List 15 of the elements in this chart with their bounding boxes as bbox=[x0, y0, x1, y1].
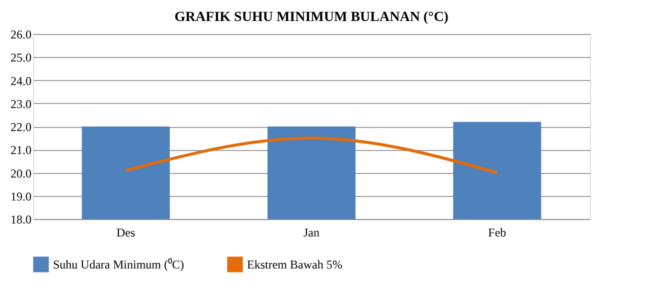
y-tick-label: 24.0 bbox=[10, 74, 32, 88]
y-tick-label: 21.0 bbox=[10, 143, 32, 158]
y-tick-label: 20.0 bbox=[10, 166, 32, 180]
y-tick-label: 23.0 bbox=[10, 96, 32, 111]
y-tick-label: 22.0 bbox=[10, 120, 32, 134]
x-tick-label: Des bbox=[116, 226, 136, 240]
y-tick-label: 18.0 bbox=[10, 212, 32, 226]
x-tick-label: Jan bbox=[304, 226, 320, 240]
y-tick-label: 26.0 bbox=[10, 28, 32, 42]
y-tick-label: 19.0 bbox=[10, 189, 32, 204]
chart-title: GRAFIK SUHU MINIMUM BULANAN (°C) bbox=[174, 10, 449, 25]
y-tick-label: 25.0 bbox=[10, 50, 32, 65]
legend-label: Suhu Udara Minimum (⁰C) bbox=[53, 257, 184, 272]
legend-label: Ekstrem Bawah 5% bbox=[247, 257, 342, 272]
x-tick-label: Feb bbox=[488, 226, 506, 240]
